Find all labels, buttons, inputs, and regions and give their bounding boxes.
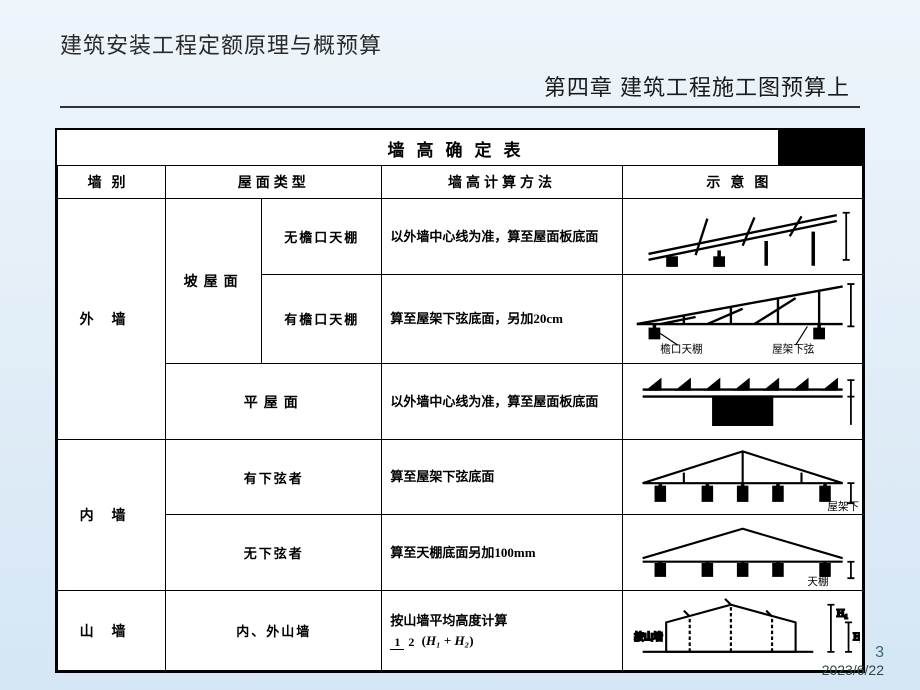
sub-eave: 有檐口天棚	[262, 274, 382, 364]
svg-text:天棚: 天棚	[807, 576, 828, 588]
col-wall: 墙别	[58, 166, 166, 199]
col-roof: 屋面类型	[166, 166, 382, 199]
svg-text:按山墙: 按山墙	[634, 631, 662, 643]
page-number: 3	[822, 644, 884, 662]
footer-date: 2023/6/22	[822, 662, 884, 678]
method-6: 按山墙平均高度计算 12 (H₁ + H₂)	[382, 591, 622, 671]
header-row: 墙别 屋面类型 墙高计算方法 示意图	[58, 166, 863, 199]
table-row: 山墙 内、外山墙 按山墙平均高度计算 12 (H₁ + H₂) 按山墙	[58, 591, 863, 671]
sub-chord: 有下弦者	[166, 439, 382, 515]
method-3: 以外墙中心线为准，算至屋面板底面	[382, 364, 622, 440]
svg-text:屋架下: 屋架下	[827, 501, 859, 512]
diagram-3	[622, 364, 862, 440]
roof-slope: 坡屋面	[166, 199, 262, 364]
table-row: 内墙 有下弦者 算至屋架下弦底面	[58, 439, 863, 515]
method-5: 算至天棚底面另加100mm	[382, 515, 622, 591]
chapter-title: 第四章 建筑工程施工图预算上	[60, 60, 860, 108]
sub-no-chord: 无下弦者	[166, 515, 382, 591]
diagram-5: 天棚	[622, 515, 862, 591]
wall-gable: 山墙	[58, 591, 166, 671]
method-4: 算至屋架下弦底面	[382, 439, 622, 515]
roof-flat: 平屋面	[166, 364, 382, 440]
data-table: 墙别 屋面类型 墙高计算方法 示意图 外墙 坡屋面 无檐口天棚 以外墙中心线为准…	[57, 165, 863, 671]
col-diagram: 示意图	[622, 166, 862, 199]
gable-type: 内、外山墙	[166, 591, 382, 671]
sub-no-eave: 无檐口天棚	[262, 199, 382, 275]
wall-outer: 外墙	[58, 199, 166, 440]
col-method: 墙高计算方法	[382, 166, 622, 199]
table-title: 墙高确定表	[57, 130, 863, 165]
wall-inner: 内墙	[58, 439, 166, 590]
table-row: 平屋面 以外墙中心线为准，算至屋面板底面	[58, 364, 863, 440]
diagram-4: 屋架下	[622, 439, 862, 515]
svg-text:檐口天棚: 檐口天棚	[660, 342, 702, 355]
wall-height-table: 墙高确定表 墙别 屋面类型 墙高计算方法 示意图 外墙 坡屋面 无檐口天棚 以外…	[55, 128, 865, 673]
slide-header: 建筑安装工程定额原理与概预算 第四章 建筑工程施工图预算上	[0, 0, 920, 108]
black-marker	[778, 130, 863, 165]
diagram-1	[622, 199, 862, 275]
svg-text:H₂: H₂	[853, 632, 860, 643]
svg-text:H₁: H₁	[836, 609, 847, 620]
svg-text:屋架下弦: 屋架下弦	[772, 342, 815, 355]
main-title: 建筑安装工程定额原理与概预算	[60, 28, 860, 60]
method-2: 算至屋架下弦底面，另加20cm	[382, 274, 622, 364]
method-1: 以外墙中心线为准，算至屋面板底面	[382, 199, 622, 275]
table-row: 无下弦者 算至天棚底面另加100mm	[58, 515, 863, 591]
diagram-2: 檐口天棚 屋架下弦	[622, 274, 862, 364]
table-row: 外墙 坡屋面 无檐口天棚 以外墙中心线为准，算至屋面板底面	[58, 199, 863, 275]
slide-footer: 3 2023/6/22	[822, 644, 884, 678]
fraction: 12	[390, 636, 418, 648]
